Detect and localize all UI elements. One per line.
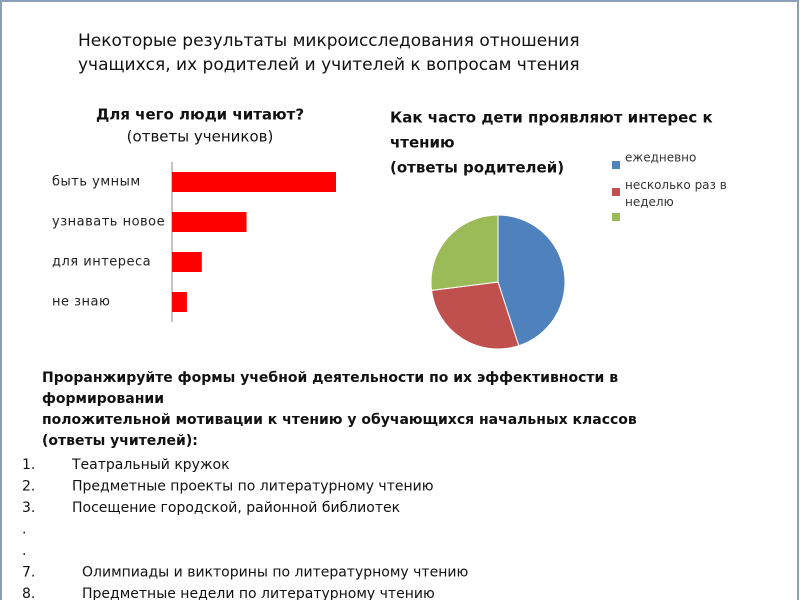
bar <box>172 172 336 192</box>
chart-title: (ответы учеников) <box>127 128 274 146</box>
slide-title: Некоторые результаты микроисследования о… <box>78 31 580 51</box>
list-item: Предметные проекты по литературному чтен… <box>72 479 434 495</box>
list-marker: . <box>22 543 26 559</box>
pie-slice <box>430 281 520 350</box>
question-line: (ответы учителей): <box>42 433 198 449</box>
list-marker: 3. <box>22 500 35 516</box>
list-marker: 8. <box>22 586 35 600</box>
category-label: узнавать новое <box>52 215 165 230</box>
legend-swatch <box>612 213 620 221</box>
pie-slice <box>430 214 499 291</box>
slide-title: учащихся, их родителей и учителей к вопр… <box>78 55 580 75</box>
chart-title: Для чего люди читают? <box>96 106 304 124</box>
legend-label: несколько раз в неделю <box>625 178 727 209</box>
legend-swatch <box>612 188 620 196</box>
list-marker: 7. <box>22 565 35 581</box>
category-label: для интереса <box>52 255 151 270</box>
chart-title: чтению <box>390 134 455 152</box>
list-item: Олимпиады и викторины по литературному ч… <box>82 565 468 581</box>
pie-slice <box>497 214 566 347</box>
list-marker: . <box>22 522 26 538</box>
list-marker: 2. <box>22 479 35 495</box>
legend-label: ежедневно <box>625 151 696 165</box>
list-marker: 1. <box>22 457 35 473</box>
list-item: Предметные недели по литературному чтени… <box>82 586 435 600</box>
list-item: Театральный кружок <box>71 457 230 473</box>
bar <box>172 212 247 232</box>
question-line: положительной мотивации к чтению у обуча… <box>42 412 637 428</box>
category-label: не знаю <box>52 295 110 310</box>
legend-swatch <box>612 161 620 169</box>
question-line: формировании <box>42 391 164 407</box>
list-item: Посещение городской, районной библиотек <box>72 500 400 516</box>
bar <box>172 252 202 272</box>
bar <box>172 292 187 312</box>
chart-title: Как часто дети проявляют интерес к <box>390 109 713 127</box>
chart-title: (ответы родителей) <box>390 159 564 177</box>
question-line: Проранжируйте формы учебной деятельности… <box>42 370 618 386</box>
category-label: быть умным <box>52 175 141 190</box>
